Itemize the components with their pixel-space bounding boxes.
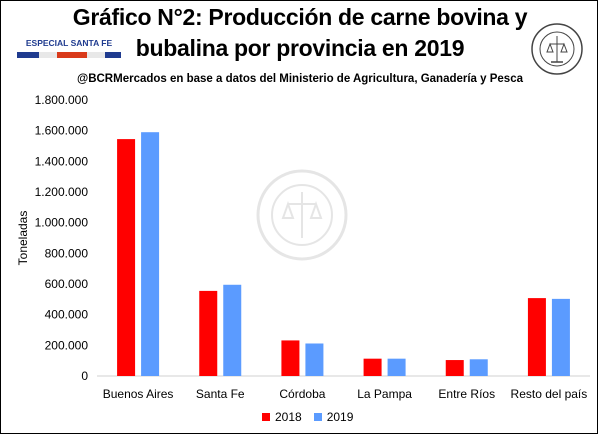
legend-item: 2019	[313, 410, 354, 424]
badge-stripe-segment	[57, 52, 87, 58]
legend-item: 2018	[262, 410, 302, 424]
badge-stripe	[17, 52, 121, 58]
x-tick-label: Córdoba	[279, 387, 325, 401]
legend: 2018 2019	[262, 410, 365, 424]
x-tick-label: Entre Ríos	[438, 387, 495, 401]
bar-2019-4	[469, 359, 488, 376]
bar-2019-1	[223, 284, 242, 376]
bolsa-de-comercio-seal-icon	[531, 23, 583, 75]
chart-title: Gráfico N°2: Producción de carne bovina …	[72, 4, 528, 61]
x-tick-label: Buenos Aires	[103, 387, 174, 401]
y-tick-label: 1.600.000	[35, 124, 89, 138]
bar-2018-4	[445, 360, 464, 376]
badge-stripe-segment	[105, 52, 121, 58]
y-tick-label: 800.000	[45, 246, 89, 260]
badge-stripe-segment	[39, 52, 57, 58]
y-tick-label: 1.400.000	[35, 154, 89, 168]
y-tick-label: 1.000.000	[35, 216, 89, 230]
bar-2018-3	[363, 358, 382, 376]
legend-label: 2019	[326, 410, 354, 424]
x-tick-label: La Pampa	[357, 387, 412, 401]
x-tick-label: Resto del país	[511, 387, 588, 401]
badge-stripe-segment	[17, 52, 39, 58]
legend-swatch	[262, 413, 270, 421]
y-tick-label: 400.000	[45, 308, 89, 322]
badge-stripe-segment	[87, 52, 105, 58]
y-tick-label: 0	[81, 369, 88, 383]
bar-2018-5	[527, 298, 546, 376]
bar-2018-1	[199, 290, 218, 376]
bar-2019-2	[305, 343, 324, 376]
legend-swatch	[313, 413, 322, 421]
y-tick-label: 1.200.000	[35, 185, 89, 199]
y-tick-label: 200.000	[45, 338, 89, 352]
bar-2018-2	[281, 340, 300, 376]
bar-2019-3	[387, 358, 406, 376]
bar-2018-0	[117, 139, 136, 376]
badge-label: ESPECIAL SANTA FE	[25, 38, 113, 48]
y-tick-label: 600.000	[45, 277, 89, 291]
chart-subtitle: @BCRMercados en base a datos del Ministe…	[76, 73, 523, 85]
bar-2019-0	[141, 132, 160, 376]
bar-2019-5	[551, 298, 570, 376]
y-tick-label: 1.800.000	[35, 93, 89, 107]
especial-santa-fe-badge: ESPECIAL SANTA FE	[17, 38, 121, 64]
y-axis-title: Toneladas	[16, 211, 30, 266]
legend-label: 2018	[275, 410, 302, 424]
watermark-seal-icon	[256, 169, 348, 261]
x-tick-label: Santa Fe	[196, 387, 245, 401]
